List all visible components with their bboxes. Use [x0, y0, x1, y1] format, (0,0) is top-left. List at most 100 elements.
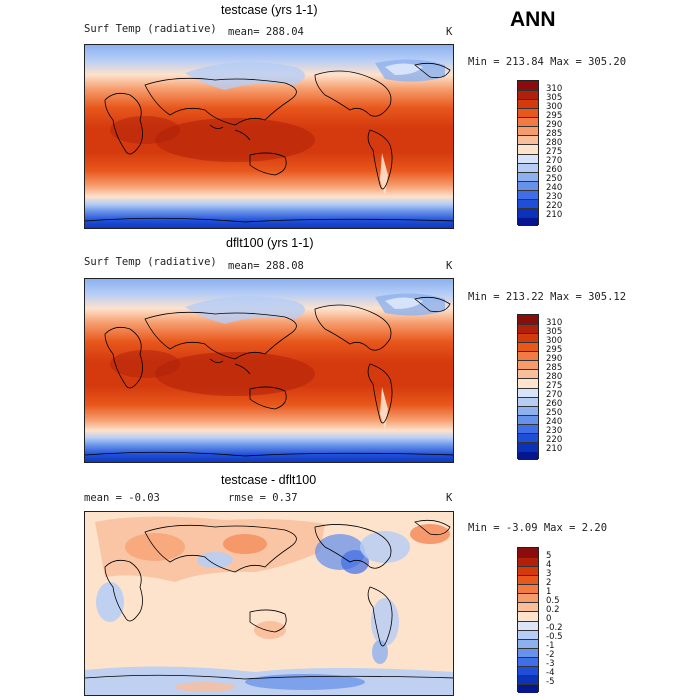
colorbar-swatch	[518, 162, 538, 172]
colorbar-tick-label: 285	[546, 128, 563, 139]
colorbar-swatch	[518, 647, 538, 657]
colorbar-tick-label: 310	[546, 83, 563, 94]
colorbar-tick-label: -5	[546, 677, 555, 688]
colorbar-tick-label: -2	[546, 650, 555, 661]
colorbar-tick-label: 0.2	[546, 604, 560, 615]
colorbar-swatch	[518, 665, 538, 675]
colorbar-tick-label: 275	[546, 381, 563, 391]
colorbar-swatch	[518, 315, 538, 325]
colorbar-tick-label: 240	[546, 417, 563, 428]
colorbar-swatch	[518, 81, 538, 91]
colorbar-swatch	[518, 171, 538, 181]
colorbar-tick-label: 275	[546, 147, 563, 157]
colorbar-swatch	[518, 557, 538, 567]
colorbar-swatch	[518, 99, 538, 109]
colorbar	[517, 547, 539, 693]
colorbar-tick-label: 285	[546, 362, 563, 373]
colorbar-swatch	[518, 575, 538, 585]
colorbar-tick-label: 250	[546, 408, 563, 419]
colorbar-tick-label: 220	[546, 435, 563, 446]
colorbar-swatch	[518, 333, 538, 343]
colorbar-tick-label: 310	[546, 317, 563, 328]
colorbar-swatch	[518, 548, 538, 558]
colorbar-swatch	[518, 441, 538, 451]
colorbar-tick-label: 280	[546, 371, 563, 382]
colorbar-tick-label: 4	[546, 559, 552, 570]
colorbar-swatch	[518, 342, 538, 352]
mean-label: mean= 288.08	[228, 260, 304, 272]
colorbar-swatch	[518, 396, 538, 406]
units-label: K	[446, 260, 453, 272]
colorbar-swatch	[518, 90, 538, 100]
colorbar-tick-label: 0	[546, 614, 552, 624]
colorbar-tick-label: 270	[546, 390, 563, 401]
mean-label: mean= 288.04	[228, 26, 304, 38]
colorbar-tick-label: 295	[546, 344, 563, 355]
colorbar	[517, 314, 539, 460]
colorbar-swatch	[518, 117, 538, 127]
colorbar-tick-label: 260	[546, 399, 563, 410]
panel-title: testcase - dflt100	[221, 473, 317, 487]
colorbar-swatch	[518, 414, 538, 424]
colorbar-swatch	[518, 153, 538, 163]
colorbar-tick-label: 250	[546, 174, 563, 185]
colorbar-tick-label: -3	[546, 659, 555, 670]
colorbar-tick-label: 290	[546, 119, 563, 130]
units-label: K	[446, 492, 453, 504]
colorbar-tick-label: 300	[546, 101, 563, 112]
colorbar-tick-label: 220	[546, 201, 563, 212]
colorbar-swatch	[518, 450, 538, 460]
colorbar-swatch	[518, 126, 538, 136]
rmse-label: rmse = 0.37	[228, 492, 298, 504]
colorbar-swatch	[518, 423, 538, 433]
colorbar-swatch	[518, 566, 538, 576]
colorbar-tick-label: 1	[546, 586, 552, 597]
colorbar-tick-label: 270	[546, 156, 563, 167]
difference-map	[84, 511, 454, 696]
colorbar-swatch	[518, 378, 538, 388]
colorbar-tick-label: 210	[546, 210, 563, 221]
colorbar-swatch	[518, 324, 538, 334]
variable-label: Surf Temp (radiative)	[84, 256, 217, 268]
colorbar-tick-label: 240	[546, 183, 563, 194]
colorbar-tick-label: -1	[546, 641, 555, 652]
colorbar-tick-label: -0.5	[546, 632, 563, 643]
colorbar-tick-label: 300	[546, 335, 563, 346]
colorbar-tick-label: 305	[546, 92, 563, 103]
colorbar-swatch	[518, 360, 538, 370]
colorbar-swatch	[518, 674, 538, 684]
mean-label: mean = -0.03	[84, 492, 160, 504]
colorbar-swatch	[518, 683, 538, 693]
colorbar-swatch	[518, 216, 538, 226]
colorbar-swatch	[518, 369, 538, 379]
colorbar-swatch	[518, 584, 538, 594]
colorbar-tick-label: 260	[546, 165, 563, 176]
colorbar-swatch	[518, 629, 538, 639]
colorbar-tick-label: -0.2	[546, 623, 563, 634]
colorbar-tick-label: 2	[546, 577, 552, 588]
colorbar-tick-label: 3	[546, 568, 552, 579]
colorbar-tick-label: 290	[546, 353, 563, 364]
colorbar-swatch	[518, 144, 538, 154]
colorbar-tick-label: 305	[546, 326, 563, 337]
temperature-map	[84, 44, 454, 229]
colorbar-tick-label: 230	[546, 192, 563, 203]
colorbar-swatch	[518, 351, 538, 361]
panel-title: testcase (yrs 1-1)	[221, 3, 318, 17]
colorbar-swatch	[518, 108, 538, 118]
colorbar-tick-label: -4	[546, 668, 555, 679]
colorbar-swatch	[518, 207, 538, 217]
colorbar-tick-label: 280	[546, 137, 563, 148]
colorbar-swatch	[518, 593, 538, 603]
temperature-map	[84, 278, 454, 463]
min-max-label: Min = 213.84 Max = 305.20	[468, 56, 627, 68]
panel-title: dflt100 (yrs 1-1)	[226, 236, 314, 250]
colorbar-tick-label: 295	[546, 110, 563, 121]
min-max-label: Min = 213.22 Max = 305.12	[468, 291, 627, 303]
colorbar-swatch	[518, 656, 538, 666]
colorbar-swatch	[518, 189, 538, 199]
colorbar-swatch	[518, 611, 538, 621]
colorbar-tick-label: 230	[546, 426, 563, 437]
colorbar-swatch	[518, 387, 538, 397]
colorbar-swatch	[518, 620, 538, 630]
